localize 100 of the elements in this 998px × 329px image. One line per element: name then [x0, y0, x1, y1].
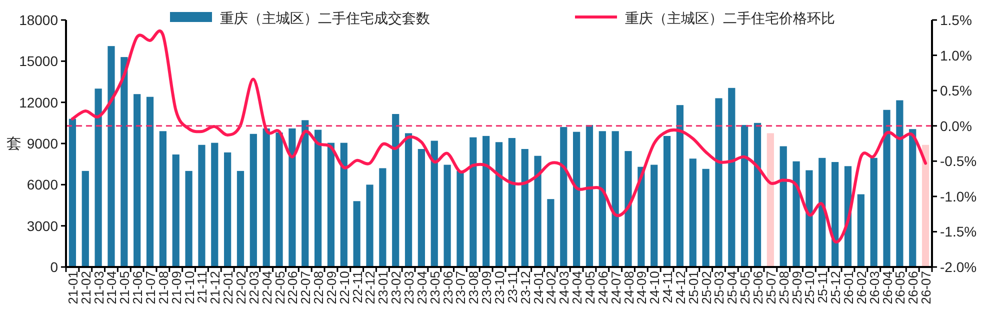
legend-label: 重庆（主城区）二手住宅价格环比 — [625, 10, 835, 26]
y-tick-label: 0 — [50, 259, 58, 275]
bar — [896, 100, 904, 267]
bar — [146, 96, 154, 267]
y2-tick-label: -2.0% — [940, 259, 977, 275]
bar — [766, 133, 774, 267]
bar — [120, 57, 128, 267]
x-tick-label: 22-02 — [233, 271, 248, 304]
bar — [521, 148, 528, 267]
y-tick-label: 15000 — [19, 53, 58, 70]
x-tick-label: 25-01 — [686, 271, 701, 304]
bar — [456, 170, 464, 267]
bar — [94, 88, 102, 267]
bar — [276, 132, 283, 267]
y2-tick-label: -1.5% — [940, 224, 977, 240]
y2-tick-label: 0.5% — [940, 82, 972, 99]
x-tick-label: 25-07 — [763, 271, 778, 304]
x-tick-label: 23-07 — [453, 271, 468, 304]
x-tick-label: 24-09 — [634, 271, 650, 304]
bar — [250, 134, 257, 267]
x-tick-label: 24-10 — [647, 271, 662, 304]
bar — [715, 98, 722, 267]
x-tick-label: 26-03 — [866, 271, 882, 304]
bar — [236, 170, 244, 267]
y2-tick-label: -0.5% — [940, 153, 977, 170]
x-tick-label: 22-09 — [324, 271, 339, 304]
bar — [482, 136, 490, 267]
x-tick-label: 25-03 — [712, 271, 727, 304]
x-tick-label: 23-04 — [414, 271, 430, 304]
bar — [198, 144, 206, 267]
bar — [806, 170, 813, 267]
bar — [754, 122, 762, 267]
x-tick-label: 25-04 — [724, 271, 740, 304]
bar — [857, 194, 864, 267]
x-tick-label: 21-05 — [117, 271, 132, 304]
bar — [780, 146, 787, 267]
bar — [650, 164, 658, 267]
bar — [404, 133, 412, 267]
bar — [444, 164, 451, 267]
x-tick-label: 21-10 — [182, 271, 197, 304]
x-tick-label: 21-06 — [130, 271, 146, 304]
x-tick-label: 23-06 — [440, 271, 456, 304]
bar — [741, 124, 748, 267]
x-tick-label: 23-10 — [492, 271, 507, 304]
x-tick-label: 23-09 — [479, 271, 494, 304]
x-tick-label: 22-12 — [362, 271, 378, 304]
bar — [624, 151, 632, 267]
x-tick-label: 23-01 — [376, 271, 391, 304]
x-tick-label: 22-10 — [336, 271, 352, 304]
bar — [392, 114, 400, 267]
bar — [508, 138, 516, 267]
x-tick-label: 21-02 — [78, 271, 94, 304]
x-tick-label: 21-03 — [91, 271, 106, 304]
y-tick-label: 3000 — [26, 218, 58, 234]
x-tick-label: 25-06 — [750, 271, 766, 304]
bar — [159, 131, 166, 267]
bar — [108, 46, 115, 267]
x-tick-label: 26-05 — [892, 271, 908, 304]
bar — [663, 136, 671, 267]
bar — [676, 105, 684, 267]
x-tick-label: 21-09 — [168, 271, 184, 304]
bar — [302, 120, 309, 267]
x-tick-label: 25-12 — [828, 271, 844, 304]
bar — [224, 152, 232, 267]
x-tick-label: 24-06 — [595, 271, 610, 304]
bar — [430, 140, 438, 267]
bar — [82, 170, 89, 267]
bar — [288, 128, 296, 267]
bar — [560, 127, 568, 267]
x-tick-label: 24-12 — [672, 271, 688, 304]
bar — [573, 132, 580, 267]
x-tick-label: 23-11 — [504, 271, 520, 304]
x-tick-label: 24-04 — [570, 271, 585, 304]
x-tick-label: 21-01 — [65, 271, 80, 304]
y-axis-title: 套 — [6, 136, 22, 152]
x-tick-label: 22-04 — [259, 271, 274, 304]
y-tick-label: 12000 — [19, 94, 58, 110]
x-tick-label: 26-06 — [906, 271, 921, 304]
x-tick-label: 24-01 — [530, 271, 546, 304]
y2-tick-label: 1.0% — [940, 47, 972, 64]
x-tick-label: 26-07 — [918, 271, 934, 304]
x-tick-label: 22-08 — [311, 271, 326, 304]
x-tick-label: 21-04 — [104, 271, 120, 304]
bar — [689, 158, 696, 267]
x-tick-label: 25-09 — [789, 271, 804, 304]
legend-label: 重庆（主城区）二手住宅成交套数 — [220, 10, 430, 26]
y-tick-label: 6000 — [26, 176, 58, 193]
y2-tick-label: 0.0% — [940, 118, 972, 134]
x-tick-label: 22-01 — [220, 271, 236, 304]
bar — [172, 154, 180, 267]
bar — [495, 142, 503, 267]
bar — [792, 161, 800, 267]
x-tick-label: 26-02 — [854, 271, 869, 304]
x-tick-label: 23-12 — [518, 271, 533, 304]
bar — [870, 158, 878, 267]
bar — [353, 201, 360, 267]
bar — [470, 137, 477, 267]
bar — [702, 168, 710, 267]
x-tick-label: 24-02 — [544, 271, 559, 304]
x-tick-label: 21-07 — [143, 271, 158, 304]
